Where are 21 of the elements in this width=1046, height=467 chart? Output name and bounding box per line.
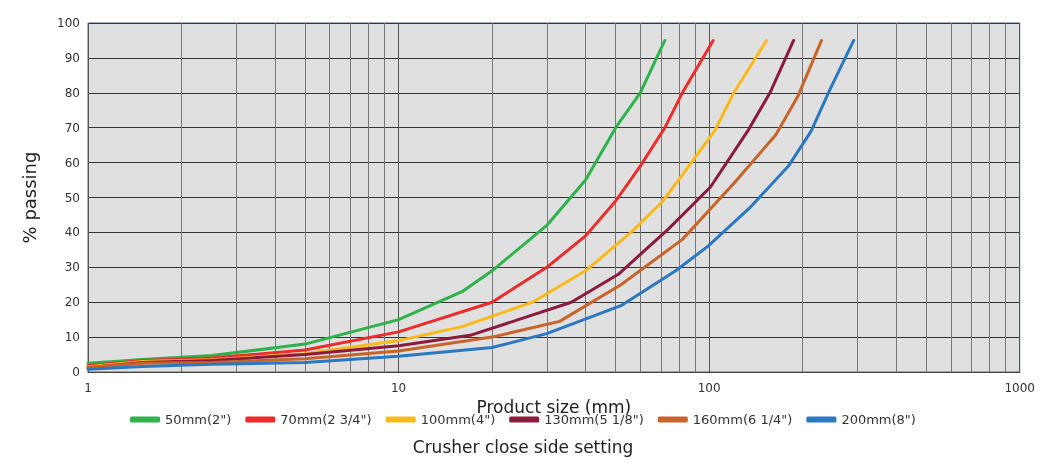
y-tick-label: 20 xyxy=(64,295,80,310)
y-tick-label: 100 xyxy=(57,16,80,30)
legend-label: 160mm(6 1/4") xyxy=(692,412,793,427)
y-tick-label: 90 xyxy=(64,50,80,65)
x-tick-label: 1 xyxy=(84,381,92,395)
y-tick-label: 0 xyxy=(72,365,80,379)
legend-label: 50mm(2") xyxy=(165,412,232,427)
y-tick-label: 70 xyxy=(64,120,80,135)
x-tick-label: 1000 xyxy=(1004,381,1035,395)
legend-label: 200mm(8") xyxy=(841,412,916,427)
x-tick-label: 10 xyxy=(390,381,407,395)
y-tick-label: 30 xyxy=(64,260,80,275)
legend-title: Crusher close side setting xyxy=(412,436,634,457)
y-axis-title: % passing xyxy=(18,151,40,244)
x-tick-label: 100 xyxy=(697,381,721,395)
legend-label: 70mm(2 3/4") xyxy=(280,412,372,427)
y-tick-label: 80 xyxy=(64,85,80,100)
y-tick-label: 10 xyxy=(64,330,80,345)
y-tick-label: 50 xyxy=(64,190,80,205)
y-tick-label: 40 xyxy=(64,225,80,240)
y-tick-label: 60 xyxy=(64,155,80,170)
